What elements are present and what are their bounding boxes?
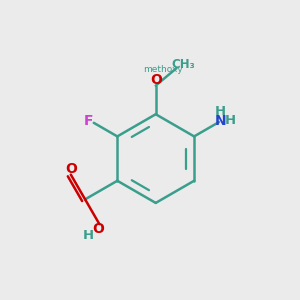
Text: O: O bbox=[150, 74, 162, 88]
Text: H: H bbox=[225, 114, 236, 127]
Text: O: O bbox=[66, 162, 78, 176]
Text: H: H bbox=[215, 105, 226, 118]
Text: N: N bbox=[214, 114, 226, 128]
Text: F: F bbox=[83, 114, 93, 128]
Text: H: H bbox=[83, 229, 94, 242]
Text: O: O bbox=[92, 222, 104, 236]
Text: methoxy: methoxy bbox=[143, 65, 183, 74]
Text: CH₃: CH₃ bbox=[172, 58, 196, 71]
